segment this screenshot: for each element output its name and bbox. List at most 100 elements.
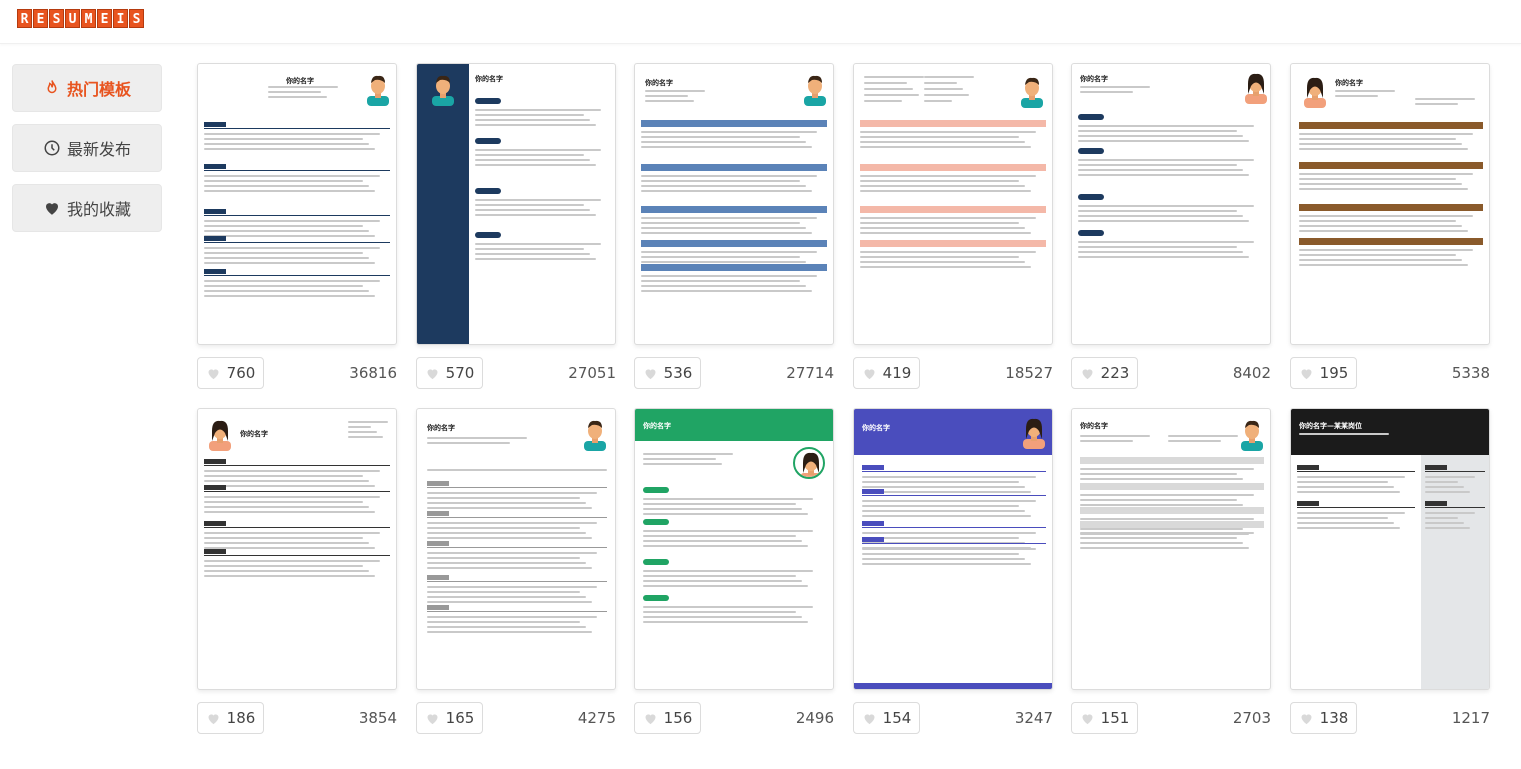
section-pill (643, 487, 669, 493)
template-thumbnail[interactable]: 你的名字 (1071, 408, 1271, 690)
purple-footer-band (854, 683, 1052, 689)
text-placeholder (1297, 486, 1394, 488)
like-button[interactable]: 138 (1290, 702, 1357, 734)
template-card[interactable]: 你的名字 536 27714 (634, 63, 834, 389)
text-placeholder (1080, 473, 1237, 475)
text-placeholder (204, 252, 363, 254)
text-placeholder (1299, 254, 1456, 256)
template-card[interactable]: 你的名字 151 2703 (1071, 408, 1271, 734)
text-placeholder (427, 532, 586, 534)
text-placeholder (643, 540, 802, 542)
template-card[interactable]: 你的名字 570 27051 (416, 63, 616, 389)
text-placeholder (862, 476, 1036, 478)
avatar-illustration (432, 75, 454, 106)
section-bar (1299, 238, 1483, 245)
section-tag (204, 521, 226, 526)
text-placeholder (924, 76, 974, 78)
like-button[interactable]: 570 (416, 357, 483, 389)
text-placeholder (475, 243, 601, 245)
section-tag (862, 489, 884, 494)
text-placeholder (204, 247, 380, 249)
template-thumbnail[interactable]: 你的名字—某某岗位 (1290, 408, 1490, 690)
sidebar-item-favorites[interactable]: 我的收藏 (12, 184, 162, 232)
like-button[interactable]: 223 (1071, 357, 1138, 389)
avatar-illustration (367, 75, 389, 106)
template-card[interactable]: 你的名字—某某岗位 138 1217 (1290, 408, 1490, 734)
like-button[interactable]: 419 (853, 357, 920, 389)
like-button[interactable]: 151 (1071, 702, 1138, 734)
text-placeholder (204, 496, 380, 498)
like-button[interactable]: 156 (634, 702, 701, 734)
text-placeholder (204, 175, 380, 177)
template-thumbnail[interactable] (853, 63, 1053, 345)
section-tag (204, 549, 226, 554)
template-card[interactable]: 你的名字 186 3854 (197, 408, 397, 734)
template-thumbnail[interactable]: 你的名字 (1290, 63, 1490, 345)
section-bar (641, 206, 827, 213)
template-thumbnail[interactable]: 你的名字 (1071, 63, 1271, 345)
text-placeholder (1299, 225, 1462, 227)
heart-outline-icon (1301, 368, 1312, 379)
text-placeholder (427, 631, 592, 633)
template-thumbnail[interactable]: 你的名字 (634, 408, 834, 690)
like-button[interactable]: 760 (197, 357, 264, 389)
text-placeholder (1078, 169, 1243, 171)
text-placeholder (1425, 476, 1475, 478)
like-button[interactable]: 154 (853, 702, 920, 734)
text-placeholder (1078, 205, 1254, 207)
template-card[interactable]: 你的名字 156 2496 (634, 408, 834, 734)
text-placeholder (641, 261, 806, 263)
text-placeholder (348, 436, 383, 438)
template-thumbnail[interactable]: 你的名字 (197, 408, 397, 690)
text-placeholder (1080, 86, 1150, 88)
template-meta: 536 27714 (634, 357, 834, 389)
section-tag (1425, 465, 1447, 470)
text-placeholder (1078, 256, 1249, 258)
view-count: 27714 (786, 364, 834, 382)
text-placeholder (643, 621, 808, 623)
text-placeholder (427, 552, 597, 554)
text-placeholder (641, 131, 817, 133)
text-placeholder (641, 136, 800, 138)
template-card[interactable]: 你的名字 154 3247 (853, 408, 1053, 734)
template-meta: 154 3247 (853, 702, 1053, 734)
text-placeholder (643, 498, 813, 500)
template-thumbnail[interactable]: 你的名字 (416, 63, 616, 345)
sidebar-item-hot-templates[interactable]: 热门模板 (12, 64, 162, 112)
text-placeholder (204, 138, 363, 140)
template-card[interactable]: 419 18527 (853, 63, 1053, 389)
view-count: 1217 (1451, 709, 1490, 727)
section-bar (641, 240, 827, 247)
like-count: 760 (226, 364, 256, 382)
text-placeholder (1299, 143, 1462, 145)
heart-outline-icon (1082, 368, 1093, 379)
template-card[interactable]: 你的名字 223 8402 (1071, 63, 1271, 389)
text-placeholder (204, 506, 369, 508)
text-placeholder (475, 159, 590, 161)
resume-name: 你的名字 (643, 422, 671, 430)
like-button[interactable]: 186 (197, 702, 264, 734)
section-tag (204, 164, 226, 169)
text-placeholder (1297, 522, 1394, 524)
template-thumbnail[interactable]: 你的名字 (416, 408, 616, 690)
template-card[interactable]: 你的名字 165 4275 (416, 408, 616, 734)
template-thumbnail[interactable]: 你的名字 (197, 63, 397, 345)
template-card[interactable]: 你的名字 195 5338 (1290, 63, 1490, 389)
like-button[interactable]: 536 (634, 357, 701, 389)
template-thumbnail[interactable]: 你的名字 (634, 63, 834, 345)
text-placeholder (427, 502, 586, 504)
section-rule (204, 527, 390, 528)
green-header-band (635, 409, 833, 441)
text-placeholder (862, 558, 1025, 560)
like-button[interactable]: 195 (1290, 357, 1357, 389)
like-button[interactable]: 165 (416, 702, 483, 734)
text-placeholder (427, 522, 597, 524)
text-placeholder (643, 535, 796, 537)
text-placeholder (204, 560, 380, 562)
text-placeholder (1299, 259, 1462, 261)
template-card[interactable]: 你的名字 760 36816 (197, 63, 397, 389)
sidebar-item-latest[interactable]: 最新发布 (12, 124, 162, 172)
template-thumbnail[interactable]: 你的名字 (853, 408, 1053, 690)
